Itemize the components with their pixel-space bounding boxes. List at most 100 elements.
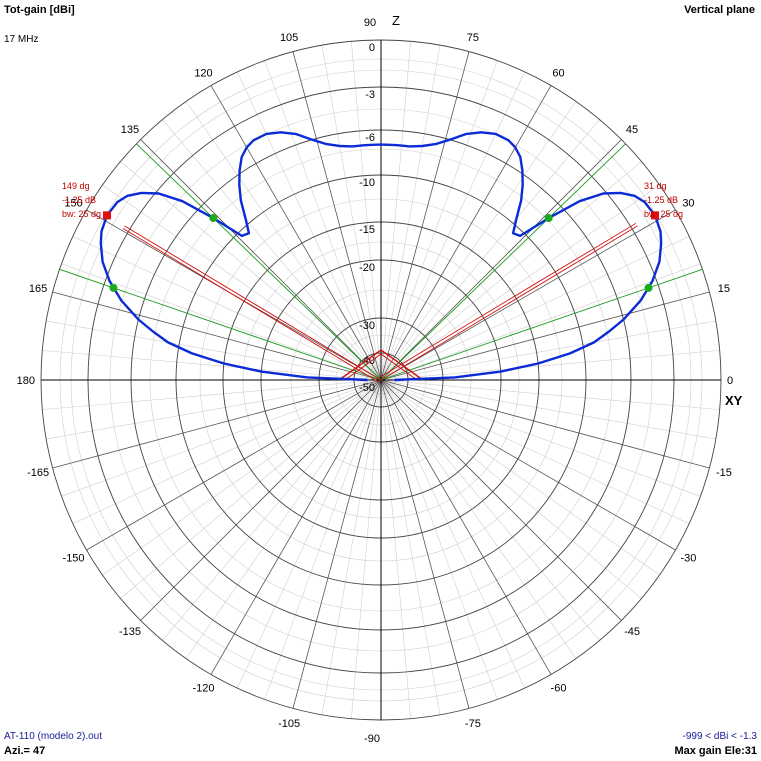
angle-tick-label: 105 — [280, 32, 298, 44]
minor-spoke — [380, 41, 411, 381]
minor-spoke — [72, 379, 382, 524]
marker-annotation: -1.25 dB — [644, 195, 678, 205]
angle-tick-label: -165 — [27, 467, 49, 479]
major-spoke — [380, 139, 622, 381]
minor-spoke — [380, 379, 441, 715]
max-gain-label: Max gain Ele:31 — [674, 745, 757, 757]
minor-spoke — [380, 379, 577, 659]
marker-annotation: 149 dg — [62, 181, 90, 191]
minor-spoke — [380, 379, 525, 689]
angle-tick-label: -135 — [119, 626, 141, 638]
major-spoke — [292, 379, 382, 709]
minor-spoke — [120, 161, 382, 381]
angle-tick-label: -15 — [716, 467, 732, 479]
major-spoke — [52, 291, 382, 381]
minor-spoke — [380, 184, 660, 381]
minor-spoke — [61, 263, 382, 381]
minor-spoke — [380, 236, 690, 381]
db-tick-label: -20 — [359, 262, 375, 274]
major-spoke — [52, 379, 382, 469]
marker-annotation: bw: 25 dg — [62, 209, 101, 219]
major-spoke — [210, 379, 382, 675]
minor-spoke — [46, 379, 382, 440]
max-gain-line — [124, 225, 382, 381]
major-spoke — [380, 291, 710, 381]
half-power-line — [136, 143, 382, 381]
minor-spoke — [237, 71, 382, 381]
minor-spoke — [380, 379, 716, 440]
gain-pattern-line — [99, 131, 663, 382]
minor-spoke — [380, 379, 498, 700]
minor-spoke — [380, 320, 716, 381]
db-tick-label: -50 — [359, 382, 375, 394]
major-spoke — [380, 51, 470, 381]
angle-tick-label: -60 — [551, 682, 567, 694]
azimuth-label: Azi.= 47 — [4, 745, 46, 757]
minor-spoke — [162, 379, 382, 641]
angle-tick-label: 90 — [364, 17, 376, 29]
max-gain-line — [380, 225, 638, 381]
minor-spoke — [102, 379, 382, 576]
minor-spoke — [380, 101, 577, 381]
minor-spoke — [46, 320, 382, 381]
minor-spoke — [380, 263, 701, 381]
minor-spoke — [380, 379, 720, 410]
max-gain-line — [122, 228, 380, 383]
xy-axis-label: XY — [725, 393, 743, 408]
half-power-point — [544, 214, 553, 223]
minor-spoke — [380, 350, 720, 381]
marker-annotation: bw: 25 dg — [644, 209, 683, 219]
minor-spoke — [72, 236, 382, 381]
max-gain-point — [650, 211, 659, 220]
minor-spoke — [351, 379, 382, 719]
max-gain-point — [103, 211, 112, 220]
minor-spoke — [380, 379, 701, 497]
db-tick-label: -30 — [359, 320, 375, 332]
minor-spoke — [380, 379, 690, 524]
major-spoke — [380, 85, 552, 381]
angle-tick-label: 60 — [552, 68, 564, 80]
minor-spoke — [380, 119, 600, 381]
half-power-point — [209, 214, 218, 223]
minor-spoke — [380, 379, 600, 641]
center-marker — [344, 353, 418, 381]
major-spoke — [380, 209, 676, 381]
minor-spoke — [264, 379, 382, 700]
major-spoke — [140, 379, 382, 621]
z-axis-label: Z — [392, 13, 400, 28]
db-tick-label: -10 — [359, 177, 375, 189]
angle-tick-label: 75 — [467, 32, 479, 44]
plane-label: Vertical plane — [684, 4, 755, 16]
half-power-line — [380, 143, 626, 381]
major-spoke — [210, 85, 382, 381]
minor-spoke — [42, 350, 382, 381]
minor-spoke — [321, 379, 382, 715]
minor-spoke — [42, 379, 382, 410]
db-tick-label: -40 — [359, 355, 375, 367]
angle-tick-label: -105 — [278, 718, 300, 730]
angle-tick-label: 120 — [194, 68, 212, 80]
angle-tick-label: 0 — [727, 375, 733, 387]
minor-spoke — [237, 379, 382, 689]
marker-annotation: 31 dg — [644, 181, 667, 191]
minor-spoke — [120, 379, 382, 599]
minor-spoke — [321, 45, 382, 381]
angle-tick-label: -150 — [63, 553, 85, 565]
angle-tick-label: 15 — [718, 283, 730, 295]
minor-spoke — [61, 379, 382, 497]
minor-spoke — [380, 379, 660, 576]
angle-tick-label: 165 — [29, 283, 47, 295]
angle-tick-label: -90 — [364, 733, 380, 745]
file-name: AT-110 (modelo 2).out — [4, 731, 103, 742]
angle-tick-label: -45 — [624, 626, 640, 638]
db-tick-label: -3 — [365, 89, 375, 101]
minor-spoke — [351, 41, 382, 381]
major-spoke — [140, 139, 382, 381]
db-tick-label: 0 — [369, 42, 375, 54]
half-power-point — [109, 283, 118, 292]
major-spoke — [380, 379, 676, 551]
major-spoke — [292, 51, 382, 381]
chart-title: Tot-gain [dBi] — [4, 4, 75, 16]
minor-spoke — [102, 184, 382, 381]
